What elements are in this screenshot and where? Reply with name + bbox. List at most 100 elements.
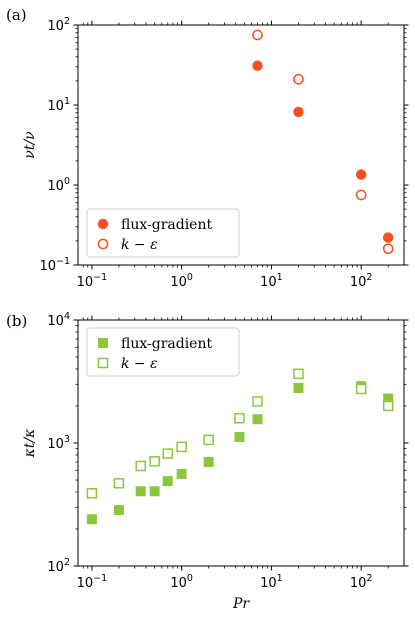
x-tick-base: 10 [170,576,187,591]
x-tick-exp: −1 [93,272,107,283]
data-point [382,400,394,412]
legend-label: k − ε [121,237,158,253]
x-tick-label: 10−1 [77,573,108,591]
legend-box [86,208,240,258]
legend-label: flux-gradient [121,336,212,352]
data-point [382,243,394,255]
x-tick-base: 10 [77,275,94,290]
series-a-0 [252,60,394,243]
data-point [355,383,367,395]
y-tick-exp: 4 [64,311,70,322]
legend-label: flux-gradient [121,217,212,233]
panel-a: (a) 10−1 100 101 10210−1100101102νt/νflux-g… [6,6,409,290]
data-point [355,189,367,201]
x-tick-base: 10 [350,576,367,591]
data-point [355,169,367,180]
data-point [149,486,160,497]
data-point [135,460,146,472]
x-axis-label: Pr [232,596,250,612]
data-point [293,106,304,118]
x-tick-label: 101 [260,272,283,290]
y-tick-exp: 2 [64,16,70,27]
panel-b-label: (b) [6,312,27,330]
data-point [252,60,263,71]
y-tick-label: 103 [47,434,70,452]
legend-marker [97,357,109,369]
data-point [113,478,125,489]
data-point [293,73,304,85]
y-tick-base: 10 [39,259,56,274]
y-tick-exp: 0 [64,176,70,187]
data-point [252,396,263,407]
x-tick-base: 10 [350,275,367,290]
panel-b: (b) 10−1 100 101 102102103104κt/κPrflux-gra… [6,311,409,612]
data-point [234,431,245,442]
y-tick-exp: 2 [64,557,70,568]
data-point [203,457,214,468]
y-tick-label: 100 [47,176,70,194]
y-tick-label: 10−1 [39,256,70,274]
data-point [252,414,263,425]
x-tick-label: 102 [350,272,373,290]
data-point [113,505,124,516]
y-tick-exp: 3 [64,434,70,445]
y-tick-label: 104 [47,311,70,329]
data-point [176,441,187,453]
legend-a: flux-gradient k − ε [86,208,240,258]
x-tick-exp: 2 [366,573,372,584]
y-tick-label: 102 [47,16,70,34]
data-point [176,468,187,479]
series-a-1 [252,29,394,255]
plot-frame-a [77,24,405,266]
legend-b: flux-gradient k − ε [86,327,240,377]
x-tick-exp: 2 [366,272,372,283]
y-tick-base: 10 [47,19,64,34]
data-point [293,368,304,380]
y-tick-base: 10 [47,437,64,452]
data-point [203,434,214,446]
x-tick-label: 101 [260,573,283,591]
x-tick-exp: 1 [277,272,283,283]
data-point [162,448,174,459]
x-tick-label: 102 [350,573,373,591]
series-b-0 [86,381,394,525]
x-tick-label: 100 [170,272,193,290]
data-point [149,456,160,467]
legend-box [86,327,240,377]
data-point [86,514,97,525]
x-tick-exp: 1 [277,573,283,584]
legend-marker [97,218,109,230]
x-tick-exp: 0 [187,573,193,584]
data-point [162,476,173,487]
x-tick-base: 10 [260,275,277,290]
x-tick-exp: −1 [93,573,107,584]
data-point [382,232,394,243]
y-tick-base: 10 [47,179,64,194]
x-tick-label: 10−1 [77,272,108,290]
y-tick-exp: 1 [64,96,70,107]
y-tick-base: 10 [47,560,64,575]
data-point [293,382,304,393]
legend-marker [97,238,109,250]
x-tick-exp: 0 [187,272,193,283]
data-point [383,393,394,404]
y-tick-base: 10 [47,314,64,329]
panel-a-label: (a) [6,6,27,24]
x-tick-label: 100 [170,573,193,591]
y-tick-label: 101 [47,96,70,114]
data-point [135,486,146,497]
y-tick-exp: −1 [56,256,70,267]
series-b-1 [86,368,394,499]
x-tick-base: 10 [260,576,277,591]
y-tick-label: 102 [47,557,70,575]
data-point [252,29,263,41]
legend-marker [98,338,108,348]
data-point [86,488,98,499]
y-axis-label: κt/κ [22,429,38,459]
legend-label: k − ε [121,356,158,372]
data-point [234,412,245,424]
x-tick-base: 10 [77,576,94,591]
y-axis-label: νt/ν [22,131,38,159]
x-tick-base: 10 [170,275,187,290]
